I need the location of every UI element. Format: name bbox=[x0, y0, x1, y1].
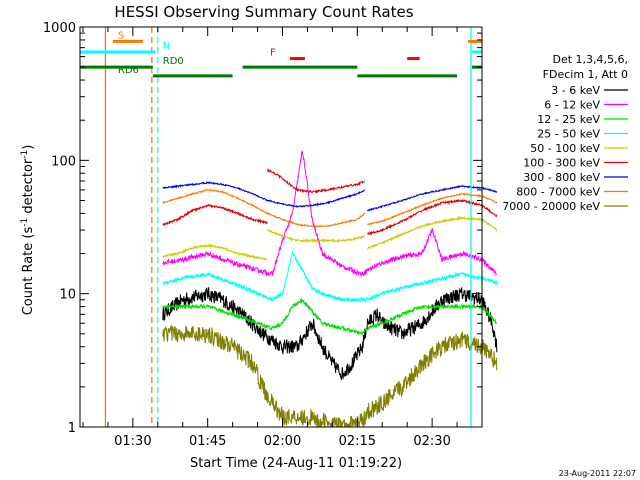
y-axis-label-exp2: -1 bbox=[20, 150, 30, 159]
legend-header-2: FDecim 1, Att 0 bbox=[543, 68, 628, 81]
series-line-4-seg-2 bbox=[367, 215, 498, 250]
series-line-7-seg-0 bbox=[162, 188, 366, 228]
series-line-5-seg-1 bbox=[267, 168, 365, 194]
series-layer bbox=[162, 150, 498, 429]
x-tick-label-4: 02:30 bbox=[413, 434, 450, 449]
y-tick-label-0: 1 bbox=[68, 421, 76, 436]
x-tick-label-3: 02:15 bbox=[339, 434, 376, 449]
legend-label-0: 3 - 6 keV bbox=[551, 84, 600, 97]
status-bars: S N RD0 RD6 F bbox=[80, 30, 482, 78]
series-line-5-seg-2 bbox=[367, 198, 498, 236]
legend-label-4: 50 - 100 keV bbox=[530, 142, 600, 155]
y-axis-label-base: Count Rate (s bbox=[21, 227, 36, 316]
legend-header-1: Det 1,3,4,5,6, bbox=[552, 53, 628, 66]
legend: Det 1,3,4,5,6, FDecim 1, Att 0 3 - 6 keV… bbox=[502, 53, 628, 213]
series-line-6-seg-0 bbox=[162, 181, 365, 209]
legend-label-2: 12 - 25 keV bbox=[537, 113, 600, 126]
x-tick-label-2: 02:00 bbox=[264, 434, 301, 449]
series-line-2-seg-0 bbox=[162, 297, 498, 337]
chart-title: HESSI Observing Summary Count Rates bbox=[114, 3, 413, 21]
legend-label-8: 7000 - 20000 keV bbox=[502, 200, 600, 213]
legend-label-5: 100 - 300 keV bbox=[523, 157, 600, 170]
series-line-6-seg-1 bbox=[366, 184, 498, 212]
x-axis-label: Start Time (24-Aug-11 01:19:22) bbox=[190, 456, 402, 471]
legend-label-7: 800 - 7000 keV bbox=[516, 186, 600, 199]
legend-label-3: 25 - 50 keV bbox=[537, 128, 600, 141]
series-line-7-seg-1 bbox=[366, 192, 498, 226]
status-label-f: F bbox=[270, 48, 276, 59]
legend-label-6: 300 - 800 keV bbox=[523, 171, 600, 184]
status-label-rd0: RD0 bbox=[163, 56, 184, 67]
y-axis-label: Count Rate (s-1 detector-1) bbox=[20, 145, 36, 316]
legend-label-1: 6 - 12 keV bbox=[544, 99, 600, 112]
plot-timestamp: 23-Aug-2011 22:07 bbox=[559, 469, 636, 478]
series-line-5-seg-0 bbox=[162, 204, 268, 226]
plot-area: S N RD0 RD6 F 1 10 100 1000 01:30 01:45 02:00 02:15… bbox=[43, 21, 498, 449]
plot-frame bbox=[79, 26, 483, 428]
y-tick-label-2: 100 bbox=[51, 154, 76, 169]
series-line-3-seg-0 bbox=[162, 251, 498, 303]
x-tick-label-1: 01:45 bbox=[189, 434, 226, 449]
status-label-rd6: RD6 bbox=[118, 65, 139, 76]
series-line-4-seg-0 bbox=[162, 243, 268, 261]
y-tick-label-1: 10 bbox=[59, 288, 76, 303]
y-axis-label-end: ) bbox=[21, 145, 36, 150]
axis-ticks: 1 10 100 1000 01:30 01:45 02:00 02:15 02:30 bbox=[43, 21, 483, 449]
series-line-4-seg-1 bbox=[267, 228, 365, 244]
y-axis-label-mid: detector bbox=[21, 158, 36, 218]
series-line-8-seg-0 bbox=[162, 325, 498, 429]
status-label-n: N bbox=[163, 41, 170, 52]
series-line-1-seg-0 bbox=[162, 150, 497, 278]
y-axis-label-exp1: -1 bbox=[20, 218, 30, 227]
y-tick-label-3: 1000 bbox=[43, 21, 76, 36]
status-label-s: S bbox=[118, 30, 124, 41]
orbit-event-lines bbox=[104, 27, 472, 427]
x-tick-label-0: 01:30 bbox=[114, 434, 151, 449]
series-line-0-seg-0 bbox=[162, 287, 498, 380]
